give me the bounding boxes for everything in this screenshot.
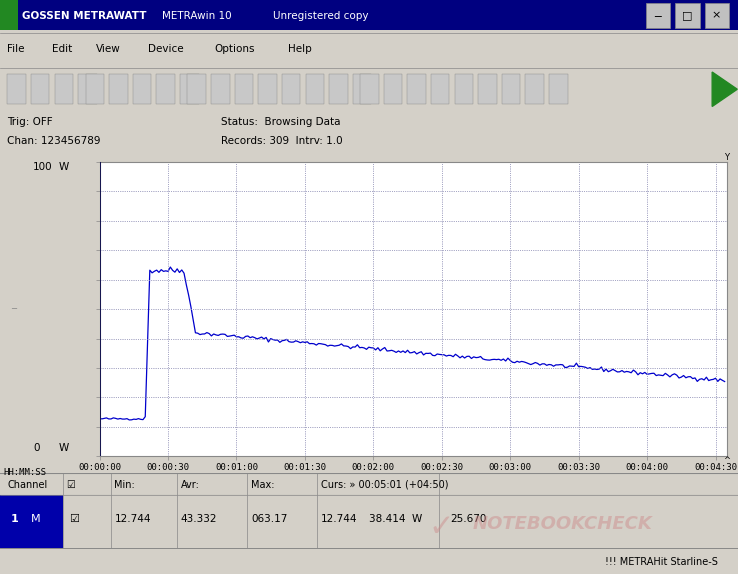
- Text: 43.332: 43.332: [181, 514, 217, 524]
- Text: Unregistered copy: Unregistered copy: [273, 10, 368, 21]
- Text: Avr:: Avr:: [181, 480, 200, 490]
- Text: Trig: OFF: Trig: OFF: [7, 117, 53, 127]
- Bar: [0, 495, 63, 548]
- Text: File: File: [7, 44, 25, 54]
- Text: 25.670: 25.670: [450, 514, 486, 524]
- Text: ☑: ☑: [66, 480, 75, 490]
- Text: ☑: ☑: [69, 514, 79, 524]
- Text: 12.744: 12.744: [321, 514, 357, 524]
- Text: W: W: [59, 444, 69, 453]
- Text: 063.17: 063.17: [251, 514, 287, 524]
- Bar: [0, 0, 738, 30]
- Bar: [353, 74, 371, 104]
- Text: Chan: 123456789: Chan: 123456789: [7, 135, 101, 146]
- Bar: [549, 74, 568, 104]
- Bar: [282, 74, 300, 104]
- Bar: [455, 74, 473, 104]
- Bar: [646, 3, 670, 29]
- Text: ─: ─: [11, 304, 16, 312]
- Text: Channel: Channel: [7, 480, 48, 490]
- Text: Device: Device: [148, 44, 183, 54]
- Text: Max:: Max:: [251, 480, 275, 490]
- Polygon shape: [712, 72, 737, 107]
- Bar: [7, 74, 26, 104]
- Text: ^: ^: [723, 456, 731, 466]
- Bar: [235, 74, 253, 104]
- Bar: [258, 74, 277, 104]
- Bar: [329, 74, 348, 104]
- Text: Min:: Min:: [114, 480, 135, 490]
- Bar: [525, 74, 544, 104]
- Text: GOSSEN METRAWATT: GOSSEN METRAWATT: [22, 10, 147, 21]
- Text: !!! METRAHit Starline-S: !!! METRAHit Starline-S: [605, 557, 718, 567]
- Text: Help: Help: [288, 44, 311, 54]
- Bar: [705, 3, 729, 29]
- Bar: [211, 74, 230, 104]
- Text: ×: ×: [712, 10, 721, 21]
- Text: Curs: » 00:05:01 (+04:50): Curs: » 00:05:01 (+04:50): [321, 480, 449, 490]
- Bar: [156, 74, 175, 104]
- Text: Y: Y: [725, 153, 729, 162]
- Text: Status:  Browsing Data: Status: Browsing Data: [221, 117, 341, 127]
- Bar: [360, 74, 379, 104]
- Bar: [78, 74, 97, 104]
- Bar: [407, 74, 426, 104]
- Text: NOTEBOOKCHECK: NOTEBOOKCHECK: [472, 515, 652, 533]
- Text: ✓: ✓: [428, 513, 454, 541]
- Bar: [31, 74, 49, 104]
- Text: View: View: [96, 44, 121, 54]
- Text: 12.744: 12.744: [114, 514, 151, 524]
- Bar: [478, 74, 497, 104]
- Bar: [55, 74, 73, 104]
- Text: ─: ─: [654, 10, 661, 21]
- Text: M: M: [31, 514, 41, 524]
- Text: 100: 100: [33, 162, 53, 172]
- Text: W: W: [59, 162, 69, 172]
- Bar: [0, 0, 18, 30]
- Text: Records: 309  Intrv: 1.0: Records: 309 Intrv: 1.0: [221, 135, 343, 146]
- Text: 38.414  W: 38.414 W: [369, 514, 422, 524]
- Bar: [86, 74, 104, 104]
- Bar: [109, 74, 128, 104]
- Bar: [133, 74, 151, 104]
- Text: Edit: Edit: [52, 44, 72, 54]
- Bar: [431, 74, 449, 104]
- Bar: [306, 74, 324, 104]
- Text: □: □: [682, 10, 692, 21]
- Bar: [180, 74, 199, 104]
- Bar: [384, 74, 402, 104]
- Text: HH:MM:SS: HH:MM:SS: [4, 468, 46, 477]
- Text: 1: 1: [11, 514, 19, 524]
- Text: Options: Options: [214, 44, 255, 54]
- Text: 0: 0: [33, 444, 40, 453]
- Bar: [187, 74, 206, 104]
- Text: METRAwin 10: METRAwin 10: [162, 10, 232, 21]
- Bar: [675, 3, 700, 29]
- Bar: [502, 74, 520, 104]
